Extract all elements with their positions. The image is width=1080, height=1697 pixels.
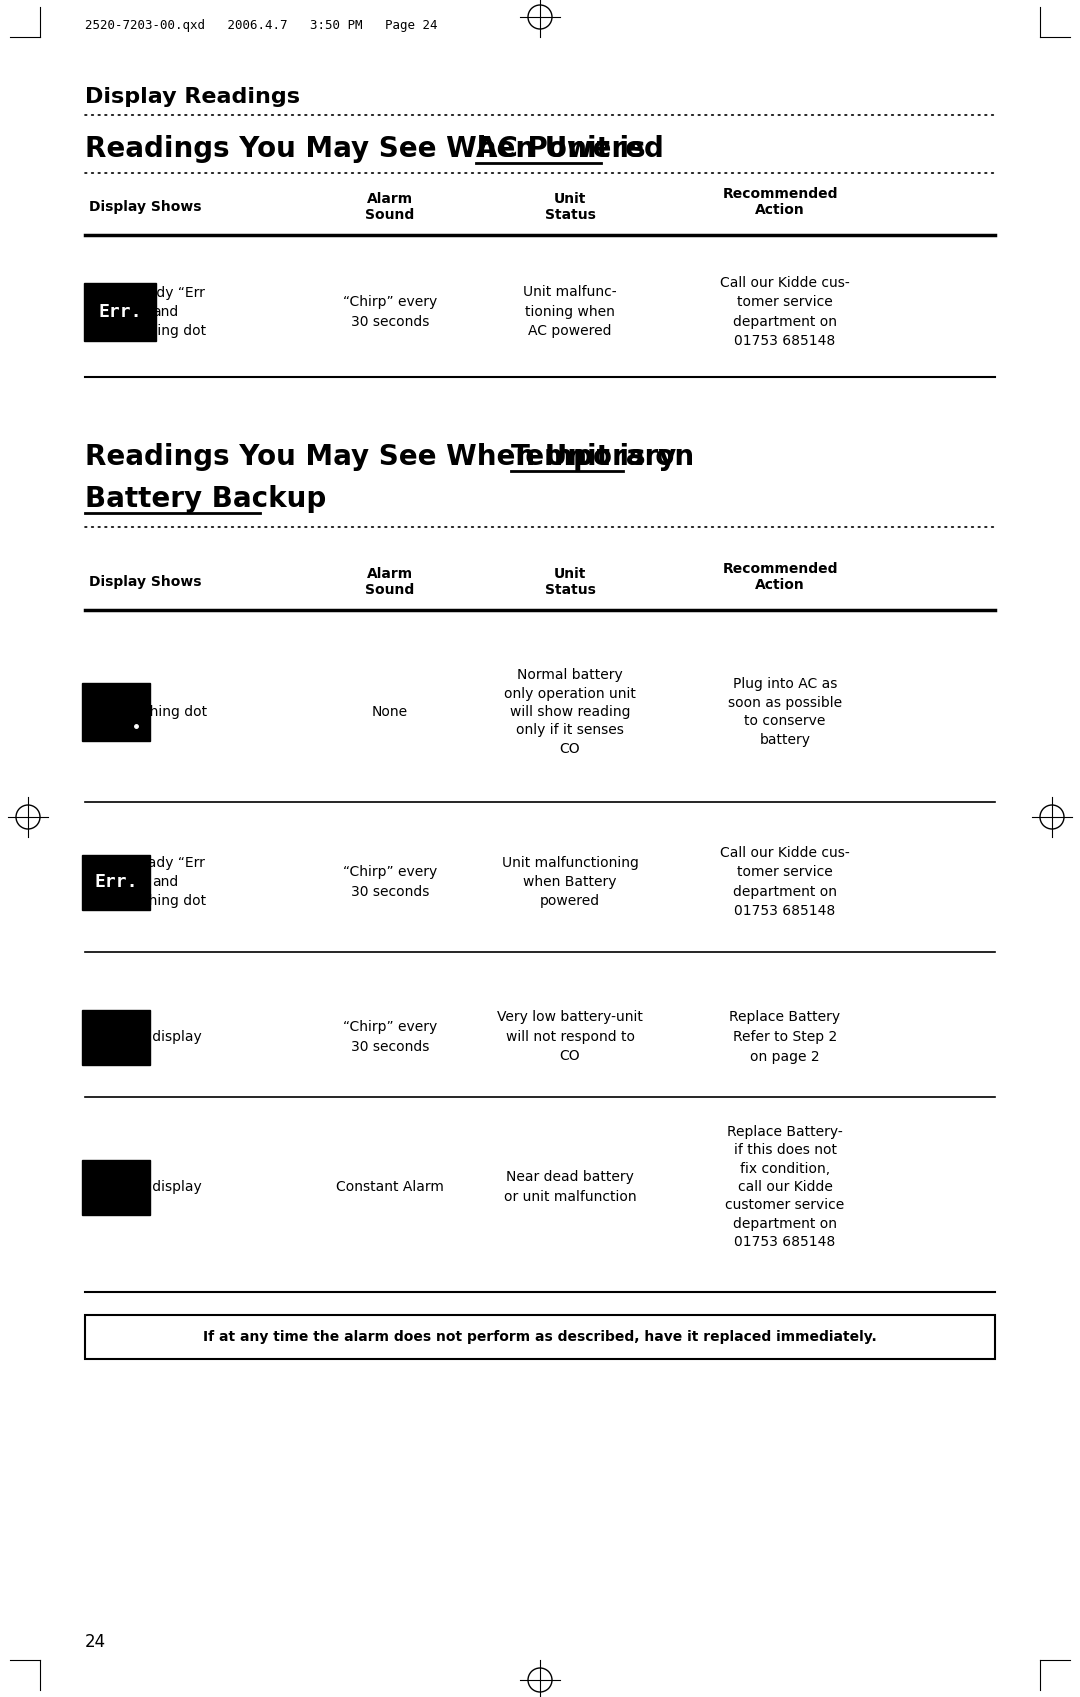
FancyBboxPatch shape: [82, 1159, 150, 1215]
Text: If at any time the alarm does not perform as described, have it replaced immedia: If at any time the alarm does not perfor…: [203, 1330, 877, 1344]
Text: Display Shows: Display Shows: [89, 200, 201, 214]
Text: No display: No display: [129, 1030, 201, 1044]
Text: Alarm
Sound: Alarm Sound: [365, 192, 415, 222]
Text: Unit malfunctioning
when Battery
powered: Unit malfunctioning when Battery powered: [501, 855, 638, 908]
FancyBboxPatch shape: [84, 283, 156, 341]
Text: Normal battery
only operation unit
will show reading
only if it senses
CO: Normal battery only operation unit will …: [504, 669, 636, 755]
Text: Call our Kidde cus-
tomer service
department on
01753 685148: Call our Kidde cus- tomer service depart…: [720, 275, 850, 348]
Text: “Chirp” every
30 seconds: “Chirp” every 30 seconds: [342, 1020, 437, 1054]
Text: None: None: [372, 704, 408, 720]
Text: Replace Battery-
if this does not
fix condition,
call our Kidde
customer service: Replace Battery- if this does not fix co…: [726, 1125, 845, 1249]
Text: Recommended
Action: Recommended Action: [723, 562, 838, 592]
Text: Display Shows: Display Shows: [89, 575, 201, 589]
FancyBboxPatch shape: [82, 682, 150, 742]
Text: Near dead battery
or unit malfunction: Near dead battery or unit malfunction: [503, 1171, 636, 1203]
Text: Flashing dot: Flashing dot: [122, 704, 207, 720]
FancyBboxPatch shape: [82, 855, 150, 910]
Text: 24: 24: [85, 1633, 106, 1651]
Text: AC Powered: AC Powered: [476, 136, 664, 163]
Text: Call our Kidde cus-
tomer service
department on
01753 685148: Call our Kidde cus- tomer service depart…: [720, 845, 850, 918]
Text: Err.: Err.: [94, 872, 138, 891]
Text: Readings You May See When Unit is on: Readings You May See When Unit is on: [85, 443, 704, 472]
Text: No display: No display: [129, 1179, 201, 1195]
FancyBboxPatch shape: [85, 1315, 995, 1359]
Text: Steady “Err
and
flashing dot: Steady “Err and flashing dot: [124, 285, 206, 338]
Text: Replace Battery
Refer to Step 2
on page 2: Replace Battery Refer to Step 2 on page …: [729, 1010, 840, 1064]
Text: Constant Alarm: Constant Alarm: [336, 1179, 444, 1195]
FancyBboxPatch shape: [82, 1010, 150, 1064]
Text: “Chirp” every
30 seconds: “Chirp” every 30 seconds: [342, 295, 437, 329]
Text: Err.: Err.: [98, 304, 141, 321]
Text: Unit
Status: Unit Status: [544, 192, 595, 222]
Text: Display Readings: Display Readings: [85, 87, 300, 107]
Text: Battery Backup: Battery Backup: [85, 485, 326, 512]
Text: Unit malfunc-
tioning when
AC powered: Unit malfunc- tioning when AC powered: [523, 285, 617, 338]
Text: Very low battery-unit
will not respond to
CO: Very low battery-unit will not respond t…: [497, 1010, 643, 1064]
Text: 2520-7203-00.qxd   2006.4.7   3:50 PM   Page 24: 2520-7203-00.qxd 2006.4.7 3:50 PM Page 2…: [85, 19, 437, 32]
Text: Alarm
Sound: Alarm Sound: [365, 567, 415, 597]
Text: “Chirp” every
30 seconds: “Chirp” every 30 seconds: [342, 865, 437, 899]
Text: Readings You May See When Unit is: Readings You May See When Unit is: [85, 136, 656, 163]
Text: Recommended
Action: Recommended Action: [723, 187, 838, 217]
Text: Steady “Err
and
flashing dot: Steady “Err and flashing dot: [124, 855, 206, 908]
Text: Temporary: Temporary: [511, 443, 677, 472]
Text: Unit
Status: Unit Status: [544, 567, 595, 597]
Text: Plug into AC as
soon as possible
to conserve
battery: Plug into AC as soon as possible to cons…: [728, 677, 842, 747]
